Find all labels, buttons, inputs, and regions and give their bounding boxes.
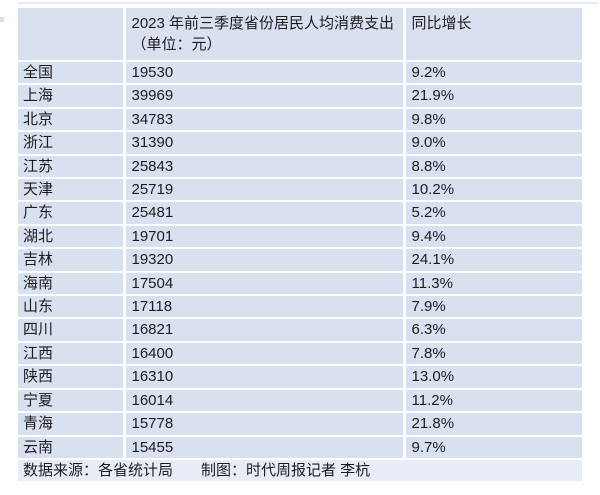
value-cell: 16310 bbox=[122, 365, 404, 390]
region-cell: 山东 bbox=[18, 295, 124, 320]
table-row: 浙江 31390 9.0% bbox=[18, 131, 582, 156]
region-cell: 江苏 bbox=[18, 154, 124, 180]
region-cell: 云南 bbox=[18, 435, 124, 460]
header-region-cell bbox=[18, 8, 124, 62]
growth-cell: 6.3% bbox=[402, 318, 582, 343]
growth-cell: 9.0% bbox=[402, 131, 582, 156]
value-cell: 16821 bbox=[122, 318, 404, 343]
footer-row: 数据来源：各省统计局 制图：时代周报记者 李杭 bbox=[18, 458, 582, 482]
growth-cell: 9.8% bbox=[402, 107, 582, 133]
table-row: 吉林 19320 24.1% bbox=[18, 248, 582, 273]
region-cell: 全国 bbox=[18, 61, 124, 86]
table-row: 北京 34783 9.8% bbox=[18, 107, 582, 133]
value-cell: 39969 bbox=[122, 84, 404, 109]
value-cell: 31390 bbox=[122, 131, 404, 156]
growth-cell: 21.9% bbox=[402, 84, 582, 109]
value-cell: 15455 bbox=[122, 435, 404, 460]
table-row: 湖北 19701 9.4% bbox=[18, 224, 582, 250]
credit-label: 制图：时代周报记者 李杭 bbox=[201, 461, 371, 479]
region-cell: 四川 bbox=[18, 318, 124, 343]
value-cell: 19320 bbox=[122, 248, 404, 273]
value-cell: 16014 bbox=[122, 388, 404, 414]
growth-cell: 8.8% bbox=[402, 154, 582, 180]
region-cell: 陕西 bbox=[18, 365, 124, 390]
growth-cell: 9.2% bbox=[402, 61, 582, 86]
data-source-label: 数据来源：各省统计局 bbox=[23, 461, 174, 479]
region-cell: 上海 bbox=[18, 84, 124, 109]
region-cell: 吉林 bbox=[18, 248, 124, 273]
table-row: 上海 39969 21.9% bbox=[18, 84, 582, 109]
growth-cell: 9.7% bbox=[402, 435, 582, 460]
region-cell: 江西 bbox=[18, 341, 124, 367]
growth-cell: 9.4% bbox=[402, 224, 582, 250]
growth-cell: 7.8% bbox=[402, 341, 582, 367]
growth-cell: 13.0% bbox=[402, 365, 582, 390]
table-row: 宁夏 16014 11.2% bbox=[18, 388, 582, 414]
header-growth-cell: 同比增长 bbox=[402, 8, 582, 62]
table-row: 四川 16821 6.3% bbox=[18, 318, 582, 343]
region-cell: 天津 bbox=[18, 178, 124, 203]
growth-cell: 24.1% bbox=[402, 248, 582, 273]
crop-artifact-top bbox=[18, 2, 598, 4]
value-cell: 25719 bbox=[122, 178, 404, 203]
growth-cell: 21.8% bbox=[402, 412, 582, 437]
growth-cell: 11.2% bbox=[402, 388, 582, 414]
table-row: 云南 15455 9.7% bbox=[18, 435, 582, 460]
table-row: 海南 17504 11.3% bbox=[18, 271, 582, 297]
region-cell: 湖北 bbox=[18, 224, 124, 250]
consumption-expenditure-table: 2023 年前三季度省份居民人均消费支出（单位：元） 同比增长 全国 19530 9… bbox=[18, 8, 582, 482]
region-cell: 广东 bbox=[18, 201, 124, 226]
table-row: 全国 19530 9.2% bbox=[18, 61, 582, 86]
value-cell: 25481 bbox=[122, 201, 404, 226]
crop-artifact-left bbox=[0, 17, 4, 22]
table-row: 青海 15778 21.8% bbox=[18, 412, 582, 437]
table-row: 陕西 16310 13.0% bbox=[18, 365, 582, 390]
growth-cell: 11.3% bbox=[402, 271, 582, 297]
value-cell: 19701 bbox=[122, 224, 404, 250]
region-cell: 海南 bbox=[18, 271, 124, 297]
table-row: 广东 25481 5.2% bbox=[18, 201, 582, 226]
region-cell: 宁夏 bbox=[18, 388, 124, 414]
table-body: 全国 19530 9.2% 上海 39969 21.9% 北京 34783 9.8% 浙江 3139… bbox=[18, 61, 582, 460]
growth-cell: 7.9% bbox=[402, 295, 582, 320]
table-row: 山东 17118 7.9% bbox=[18, 295, 582, 320]
growth-cell: 5.2% bbox=[402, 201, 582, 226]
footer-cell: 数据来源：各省统计局 制图：时代周报记者 李杭 bbox=[18, 458, 582, 482]
value-cell: 17504 bbox=[122, 271, 404, 297]
table-row: 江西 16400 7.8% bbox=[18, 341, 582, 367]
value-cell: 25843 bbox=[122, 154, 404, 180]
table-row: 天津 25719 10.2% bbox=[18, 178, 582, 203]
table-row: 江苏 25843 8.8% bbox=[18, 154, 582, 180]
value-cell: 19530 bbox=[122, 61, 404, 86]
value-cell: 34783 bbox=[122, 107, 404, 133]
growth-cell: 10.2% bbox=[402, 178, 582, 203]
region-cell: 北京 bbox=[18, 107, 124, 133]
region-cell: 青海 bbox=[18, 412, 124, 437]
value-cell: 16400 bbox=[122, 341, 404, 367]
region-cell: 浙江 bbox=[18, 131, 124, 156]
header-expenditure-cell: 2023 年前三季度省份居民人均消费支出（单位：元） bbox=[122, 8, 404, 62]
header-row: 2023 年前三季度省份居民人均消费支出（单位：元） 同比增长 bbox=[18, 8, 582, 62]
value-cell: 15778 bbox=[122, 412, 404, 437]
value-cell: 17118 bbox=[122, 295, 404, 320]
